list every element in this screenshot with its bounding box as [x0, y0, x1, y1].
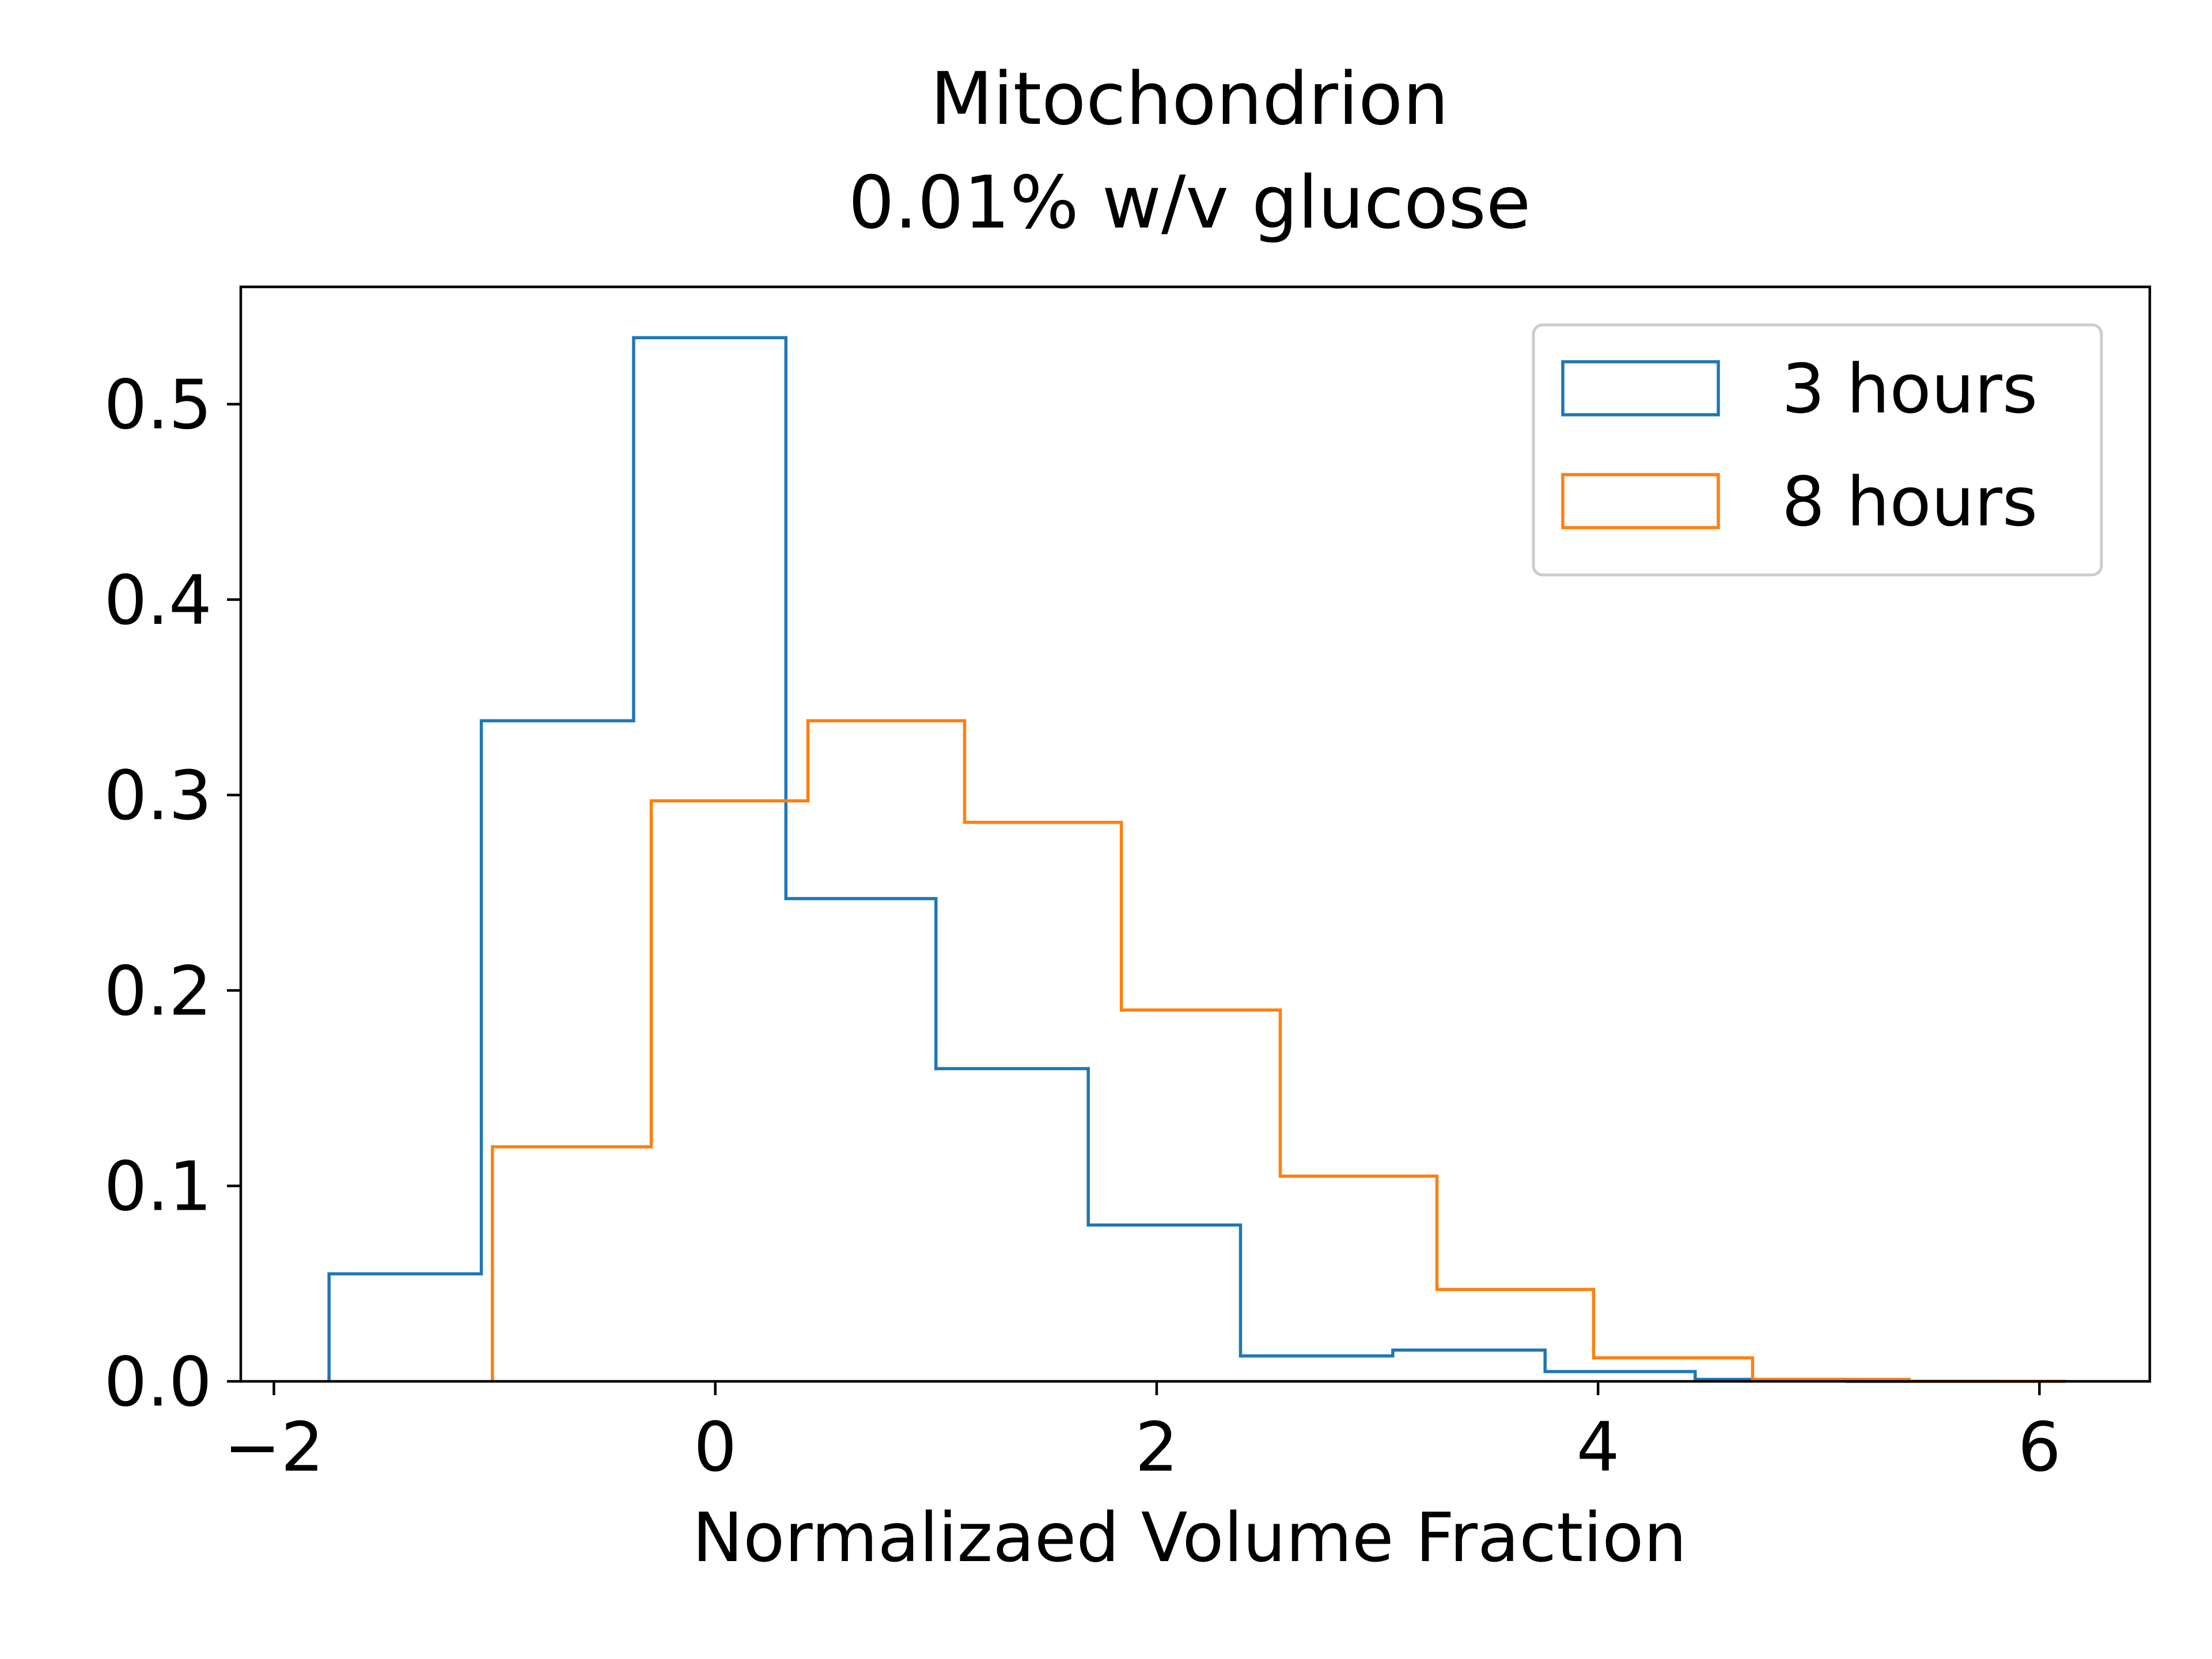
histogram-series-2-outline — [491, 719, 2066, 1383]
y-tick-label: 0.3 — [104, 756, 212, 835]
x-tick-label: 2 — [1135, 1407, 1178, 1487]
x-axis-ticks: −2 0 2 4 6 — [224, 1381, 2061, 1487]
y-tick-label: 0.0 — [104, 1342, 212, 1422]
x-tick-label: 4 — [1577, 1407, 1620, 1487]
x-tick-label: −2 — [224, 1407, 324, 1487]
y-tick-label: 0.2 — [104, 951, 212, 1031]
legend-box — [1532, 323, 2103, 577]
chart-title-line-1: Mitochondrion — [930, 56, 1449, 141]
y-axis-ticks: 0.0 0.1 0.2 0.3 0.4 0.5 — [104, 365, 241, 1422]
legend-swatch-2 — [1561, 473, 1720, 529]
legend: 3 hours 8 hours — [1532, 323, 2103, 577]
y-tick-label: 0.1 — [104, 1147, 212, 1226]
axes-layer — [239, 285, 2152, 1383]
plot-frame — [239, 285, 2152, 1383]
histogram-series-1-outline — [327, 336, 2000, 1383]
legend-label-1: 3 hours — [1782, 349, 2037, 429]
legend-swatch-1 — [1561, 360, 1720, 416]
chart-text: Mitochondrion 0.01% w/v glucose Normaliz… — [692, 56, 1687, 1577]
y-tick-label: 0.4 — [104, 560, 212, 640]
series-layer — [327, 336, 2066, 1383]
x-axis-label: Normalizaed Volume Fraction — [692, 1498, 1687, 1577]
y-tick-label: 0.5 — [104, 365, 212, 445]
chart-title-line-2: 0.01% w/v glucose — [849, 160, 1531, 245]
x-tick-label: 0 — [694, 1407, 737, 1487]
legend-label-2: 8 hours — [1782, 462, 2037, 541]
x-tick-label: 6 — [2018, 1407, 2061, 1487]
